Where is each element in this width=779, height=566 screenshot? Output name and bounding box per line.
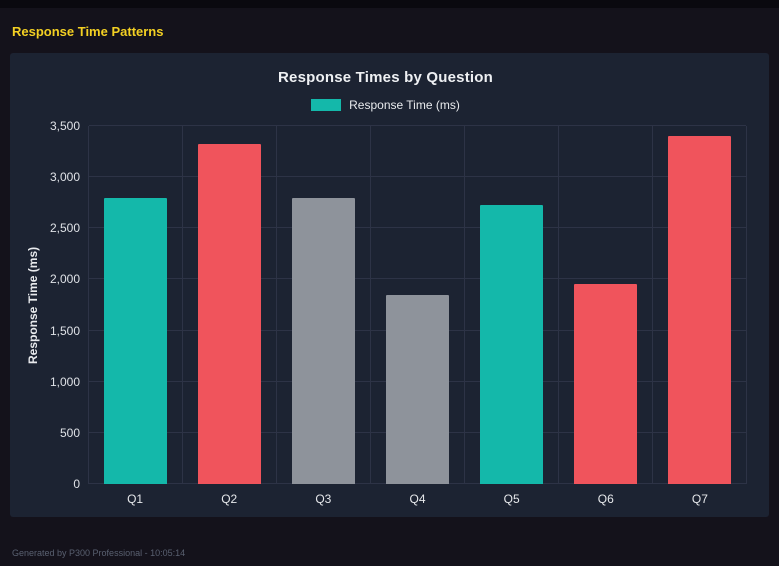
y-tick-500: 500: [59, 425, 80, 440]
y-tick-2000: 2,000: [49, 272, 80, 287]
bar-q1[interactable]: [103, 197, 168, 484]
y-tick-0: 0: [73, 477, 80, 491]
x-label-q4: Q4: [409, 492, 426, 506]
bar-column-q7: [653, 126, 746, 484]
y-tick-3500: 3,500: [49, 119, 80, 133]
y-axis-ticks: 0 500 1,000 1,500 2,000 2,500 3,000 3,500: [42, 120, 88, 490]
x-label-q7: Q7: [691, 492, 708, 506]
x-label-q6: Q6: [597, 492, 614, 506]
x-axis-labels: Q1 Q2 Q3 Q4 Q5 Q6 Q7: [88, 492, 747, 506]
chart-body: Response Time (ms) 0 500 1,000 1,500 2,000 2,…: [24, 120, 747, 490]
x-label-q2: Q2: [221, 492, 238, 506]
bar-q7[interactable]: [667, 136, 732, 484]
bar-column-q1: [89, 126, 183, 484]
gridline-3000: [89, 176, 746, 178]
bar-q3[interactable]: [291, 197, 356, 484]
window-top-strip: [0, 0, 779, 8]
gridline-3500: [89, 125, 746, 126]
bar-column-q5: [465, 126, 559, 484]
bar-column-q3: [277, 126, 371, 484]
y-axis-title: Response Time (ms): [26, 246, 40, 364]
bar-column-q4: [371, 126, 465, 484]
y-tick-2500: 2,500: [49, 221, 80, 236]
bar-q5[interactable]: [479, 204, 544, 484]
y-tick-1000: 1,000: [49, 374, 80, 389]
gridline-2500: [89, 227, 746, 229]
bar-q6[interactable]: [573, 283, 638, 484]
page-title: Response Time Patterns: [12, 24, 164, 39]
legend-label: Response Time (ms): [349, 98, 460, 112]
chart-title: Response Times by Question: [278, 69, 493, 86]
y-tick-1500: 1,500: [49, 323, 80, 338]
x-label-q5: Q5: [503, 492, 520, 506]
chart-panel: Response Times by Question Response Time…: [10, 53, 769, 517]
legend-color-swatch: [311, 99, 342, 111]
legend: Response Time (ms): [24, 98, 747, 112]
y-tick-3000: 3,000: [49, 170, 80, 185]
plot-area: [88, 125, 747, 484]
x-label-q3: Q3: [315, 492, 332, 506]
bar-column-q2: [183, 126, 277, 484]
bar-q2[interactable]: [197, 144, 262, 484]
bar-q4[interactable]: [385, 294, 450, 484]
bar-column-q6: [559, 126, 653, 484]
footer-note: Generated by P300 Professional - 10:05:1…: [12, 548, 186, 558]
legend-item-response-time[interactable]: Response Time (ms): [311, 98, 460, 112]
gridline-2000: [89, 278, 746, 280]
x-label-q1: Q1: [127, 492, 144, 506]
bar-columns: [89, 126, 746, 484]
